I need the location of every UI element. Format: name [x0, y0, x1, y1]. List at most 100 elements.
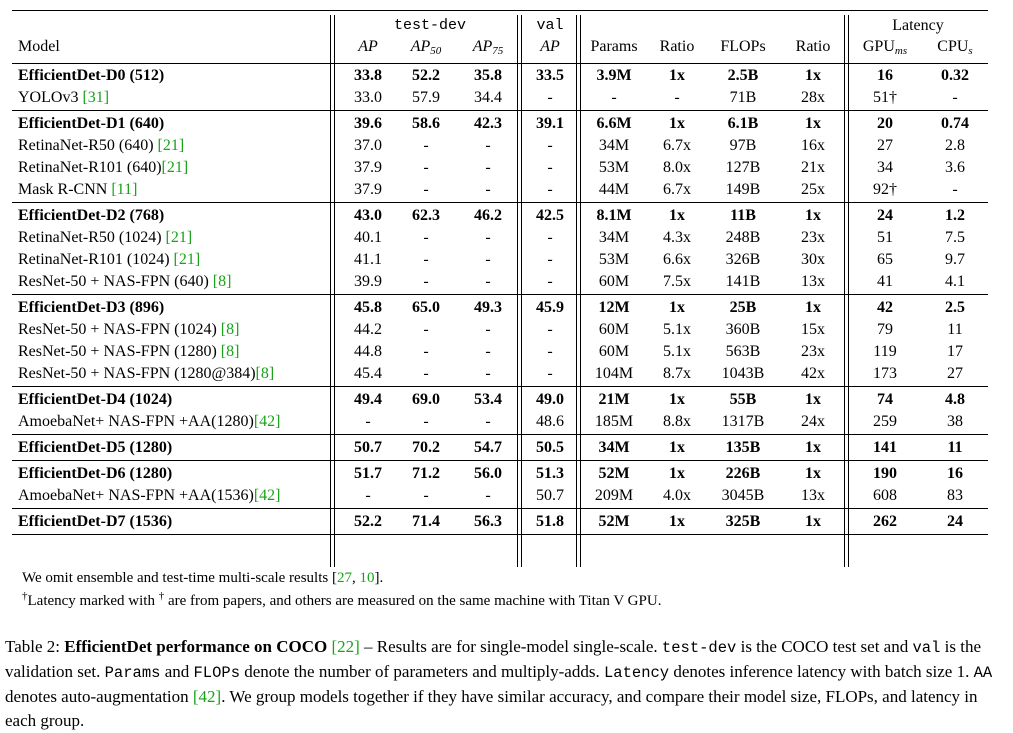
- group-rule: [12, 386, 988, 387]
- model-name: EfficientDet-D1 (640): [18, 115, 165, 132]
- cell-params: 52M: [598, 513, 630, 530]
- model-name: EfficientDet-D6 (1280): [18, 465, 173, 482]
- cell-val: 33.5: [536, 67, 564, 84]
- cell-flops: 226B: [725, 465, 761, 482]
- table-row: YOLOv3 [31] 33.0 57.9 34.4 - - - 71B 28x 51† -: [12, 87, 988, 109]
- cell-gpu: 608: [873, 487, 897, 504]
- model-name: Mask R-CNN [11]: [18, 181, 138, 198]
- model-name: YOLOv3 [31]: [18, 89, 110, 106]
- cell-val: 39.1: [536, 115, 564, 132]
- table-row: RetinaNet-R50 (640) [21] 37.0 - - - 34M 6.7x 97…: [12, 135, 988, 157]
- cell-cpu: 0.32: [941, 67, 969, 84]
- cell-ap75: 46.2: [474, 207, 502, 224]
- table-row: Mask R-CNN [11] 37.9 - - - 44M 6.7x 149B 25x 92† -: [12, 179, 988, 201]
- header-val: val: [536, 17, 564, 34]
- header-latency: Latency: [892, 17, 944, 34]
- table-top-rule: [12, 10, 988, 11]
- cell-cpu: 16: [947, 465, 963, 482]
- cell-ap: 39.9: [354, 273, 382, 290]
- header-ratio-params: Ratio: [659, 38, 695, 55]
- cell-ap: 52.2: [354, 513, 382, 530]
- cell-gpu: 79: [877, 321, 893, 338]
- cell-flops: 97B: [729, 137, 757, 154]
- cell-gpu: 92†: [873, 181, 897, 198]
- cell-r2: 1x: [805, 391, 821, 408]
- group-rule: [12, 434, 988, 435]
- model-name: ResNet-50 + NAS-FPN (640) [8]: [18, 273, 232, 290]
- model-name: RetinaNet-R101 (640)[21]: [18, 159, 189, 176]
- cell-r2: 1x: [805, 465, 821, 482]
- cell-val: -: [547, 89, 553, 106]
- header-params: Params: [590, 38, 638, 55]
- cell-ap50: 52.2: [412, 67, 440, 84]
- cell-ap: 33.8: [354, 67, 382, 84]
- cell-params: 21M: [598, 391, 630, 408]
- cell-cpu: 38: [947, 413, 963, 430]
- cell-r1: 6.6x: [663, 251, 691, 268]
- cell-ap75: 53.4: [474, 391, 502, 408]
- cell-r2: 1x: [805, 67, 821, 84]
- cell-cpu: -: [952, 89, 958, 106]
- cell-ap75: 42.3: [474, 115, 502, 132]
- cell-flops: 127B: [725, 159, 761, 176]
- cell-gpu: 74: [877, 391, 893, 408]
- cell-val: -: [547, 137, 553, 154]
- cell-val: -: [547, 251, 553, 268]
- cell-gpu: 119: [873, 343, 897, 360]
- cell-cpu: 7.5: [945, 229, 965, 246]
- cell-flops: 135B: [725, 439, 761, 456]
- cell-r1: 8.7x: [663, 365, 691, 382]
- cell-r1: 1x: [669, 207, 685, 224]
- cell-gpu: 51†: [873, 89, 897, 106]
- cell-flops: 55B: [729, 391, 757, 408]
- model-name: RetinaNet-R50 (1024) [21]: [18, 229, 193, 246]
- separator-val: [576, 15, 581, 567]
- cell-ap50: 62.3: [412, 207, 440, 224]
- cell-gpu: 259: [873, 413, 897, 430]
- cell-cpu: 24: [947, 513, 963, 530]
- cell-ap: 43.0: [354, 207, 382, 224]
- header-gpu: GPUms: [862, 38, 908, 57]
- table-row: EfficientDet-D2 (768) 43.0 62.3 46.2 42.5 8.1…: [12, 205, 988, 227]
- cell-ap50: -: [423, 251, 429, 268]
- cell-val: -: [547, 159, 553, 176]
- cell-val: -: [547, 181, 553, 198]
- group-rule: [12, 460, 988, 461]
- table-row: RetinaNet-R101 (1024) [21] 41.1 - - - 53M 6.6x…: [12, 249, 988, 271]
- cell-val: 51.8: [536, 513, 564, 530]
- header-model: Model: [18, 38, 60, 55]
- cell-r1: 6.7x: [663, 137, 691, 154]
- cell-ap50: 69.0: [412, 391, 440, 408]
- cell-r1: 4.3x: [663, 229, 691, 246]
- cell-gpu: 20: [877, 115, 893, 132]
- model-name: EfficientDet-D0 (512): [18, 67, 165, 84]
- cell-gpu: 51: [877, 229, 893, 246]
- cell-val: 45.9: [536, 299, 564, 316]
- cell-val: 50.5: [536, 439, 564, 456]
- cell-ap50: -: [423, 343, 429, 360]
- cell-ap50: 57.9: [412, 89, 440, 106]
- cell-ap50: 71.4: [412, 513, 440, 530]
- cell-cpu: 4.8: [945, 391, 965, 408]
- cell-r2: 23x: [801, 229, 825, 246]
- cell-r1: 1x: [669, 465, 685, 482]
- cell-r2: 23x: [801, 343, 825, 360]
- cell-ap: 33.0: [354, 89, 382, 106]
- table-row: EfficientDet-D0 (512) 33.8 52.2 35.8 33.5 3.9…: [12, 65, 988, 87]
- cell-r1: 8.8x: [663, 413, 691, 430]
- cell-gpu: 41: [877, 273, 893, 290]
- cell-r1: 1x: [669, 513, 685, 530]
- cell-r2: 1x: [805, 439, 821, 456]
- header-row-1: test-dev val Latency: [12, 15, 988, 37]
- cell-ap75: -: [485, 251, 491, 268]
- table-row: EfficientDet-D5 (1280) 50.7 70.2 54.7 50.5 34…: [12, 437, 988, 459]
- cell-params: 34M: [598, 229, 630, 246]
- cell-cpu: 3.6: [945, 159, 965, 176]
- cell-ap75: 49.3: [474, 299, 502, 316]
- cell-ap50: -: [423, 365, 429, 382]
- cell-gpu: 42: [877, 299, 893, 316]
- header-test-dev: test-dev: [393, 17, 466, 34]
- cell-val: -: [547, 273, 553, 290]
- cell-r1: 1x: [669, 439, 685, 456]
- cell-r2: 1x: [805, 299, 821, 316]
